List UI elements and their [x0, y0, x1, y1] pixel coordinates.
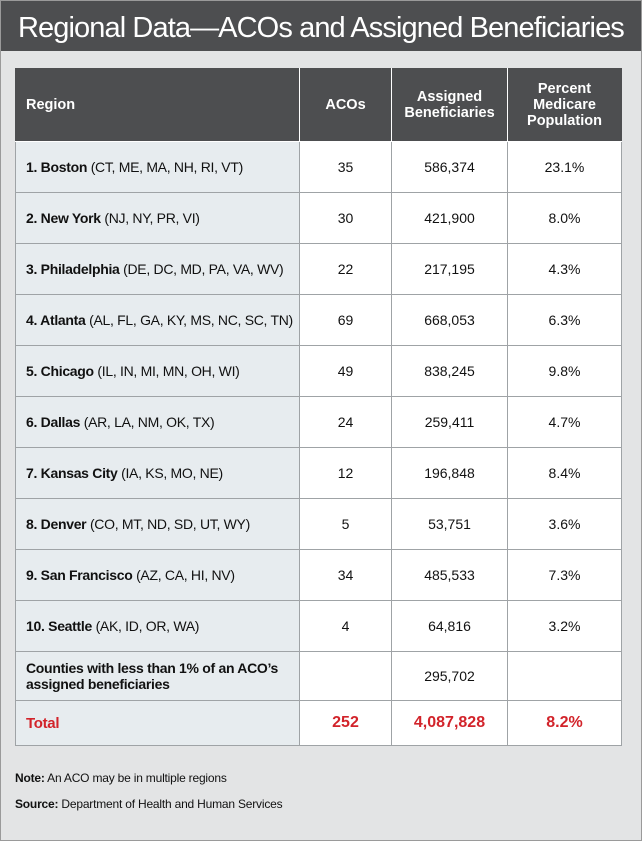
region-states: (AL, FL, GA, KY, MS, NC, SC, TN): [89, 312, 293, 328]
acos-cell: 24: [299, 396, 392, 448]
region-states: (IA, KS, MO, NE): [121, 465, 223, 481]
table-row: 6. Dallas (AR, LA, NM, OK, TX) 24 259,411 4…: [15, 396, 622, 448]
counties-percent: [507, 651, 622, 701]
note-line: Note: An ACO may be in multiple regions: [15, 771, 282, 797]
region-name: 2. New York: [26, 210, 101, 226]
acos-cell: 5: [299, 498, 392, 550]
percent-cell: 6.3%: [507, 294, 622, 346]
percent-cell: 8.4%: [507, 447, 622, 499]
table-row: 4. Atlanta (AL, FL, GA, KY, MS, NC, SC, …: [15, 294, 622, 346]
acos-cell: 22: [299, 243, 392, 295]
region-name: 7. Kansas City: [26, 465, 118, 481]
region-states: (NJ, NY, PR, VI): [104, 210, 200, 226]
region-cell: 1. Boston (CT, ME, MA, NH, RI, VT): [15, 141, 300, 193]
beneficiaries-cell: 485,533: [391, 549, 508, 601]
region-name: 8. Denver: [26, 516, 87, 532]
table-row: 1. Boston (CT, ME, MA, NH, RI, VT) 35 586,…: [15, 141, 622, 193]
note-text: An ACO may be in multiple regions: [47, 771, 227, 785]
total-label: Total: [15, 700, 300, 746]
beneficiaries-cell: 668,053: [391, 294, 508, 346]
total-acos: 252: [299, 700, 392, 746]
acos-cell: 34: [299, 549, 392, 601]
region-states: (IL, IN, MI, MN, OH, WI): [97, 363, 240, 379]
region-states: (DE, DC, MD, PA, VA, WV): [123, 261, 284, 277]
acos-cell: 30: [299, 192, 392, 244]
region-cell: 4. Atlanta (AL, FL, GA, KY, MS, NC, SC, …: [15, 294, 300, 346]
beneficiaries-cell: 421,900: [391, 192, 508, 244]
percent-cell: 23.1%: [507, 141, 622, 193]
table-row-total: Total 252 4,087,828 8.2%: [15, 700, 622, 746]
region-name: 1. Boston: [26, 159, 88, 175]
percent-cell: 4.7%: [507, 396, 622, 448]
acos-cell: 4: [299, 600, 392, 652]
region-states: (AR, LA, NM, OK, TX): [83, 414, 215, 430]
beneficiaries-cell: 196,848: [391, 447, 508, 499]
beneficiaries-cell: 64,816: [391, 600, 508, 652]
region-states: (AK, ID, OR, WA): [95, 618, 200, 634]
regional-data-table: Region ACOs Assigned Beneficiaries Perce…: [15, 68, 622, 746]
region-name: 9. San Francisco: [26, 567, 133, 583]
table-row: 2. New York (NJ, NY, PR, VI) 30 421,900 8.0…: [15, 192, 622, 244]
source-text: Department of Health and Human Services: [61, 797, 283, 811]
column-header-percent: Percent Medicare Population: [507, 68, 622, 142]
table-row: 5. Chicago (IL, IN, MI, MN, OH, WI) 49 838…: [15, 345, 622, 397]
region-name: 6. Dallas: [26, 414, 81, 430]
beneficiaries-cell: 217,195: [391, 243, 508, 295]
region-cell: 8. Denver (CO, MT, ND, SD, UT, WY): [15, 498, 300, 550]
region-cell: 7. Kansas City (IA, KS, MO, NE): [15, 447, 300, 499]
title-bar: Regional Data—ACOs and Assigned Benefici…: [1, 1, 641, 51]
region-states: (AZ, CA, HI, NV): [136, 567, 235, 583]
percent-cell: 3.2%: [507, 600, 622, 652]
region-name: 3. Philadelphia: [26, 261, 120, 277]
percent-cell: 3.6%: [507, 498, 622, 550]
region-states: (CO, MT, ND, SD, UT, WY): [89, 516, 250, 532]
table-row-counties: Counties with less than 1% of an ACO’s a…: [15, 651, 622, 701]
counties-label: Counties with less than 1% of an ACO’s a…: [15, 651, 300, 701]
total-percent: 8.2%: [507, 700, 622, 746]
region-states: (CT, ME, MA, NH, RI, VT): [90, 159, 244, 175]
table-row: 3. Philadelphia (DE, DC, MD, PA, VA, WV)…: [15, 243, 622, 295]
column-header-beneficiaries: Assigned Beneficiaries: [391, 68, 508, 142]
region-name: 10. Seattle: [26, 618, 92, 634]
acos-cell: 12: [299, 447, 392, 499]
region-cell: 6. Dallas (AR, LA, NM, OK, TX): [15, 396, 300, 448]
percent-cell: 9.8%: [507, 345, 622, 397]
table-row: 7. Kansas City (IA, KS, MO, NE) 12 196,848…: [15, 447, 622, 499]
note-label: Note:: [15, 771, 45, 785]
acos-cell: 69: [299, 294, 392, 346]
percent-cell: 7.3%: [507, 549, 622, 601]
beneficiaries-cell: 53,751: [391, 498, 508, 550]
region-cell: 9. San Francisco (AZ, CA, HI, NV): [15, 549, 300, 601]
beneficiaries-cell: 838,245: [391, 345, 508, 397]
percent-cell: 4.3%: [507, 243, 622, 295]
table-row: 8. Denver (CO, MT, ND, SD, UT, WY) 5 53,75…: [15, 498, 622, 550]
table-row: 10. Seattle (AK, ID, OR, WA) 4 64,816 3.2%: [15, 600, 622, 652]
column-header-acos: ACOs: [299, 68, 392, 142]
region-name: 4. Atlanta: [26, 312, 86, 328]
percent-cell: 8.0%: [507, 192, 622, 244]
acos-cell: 35: [299, 141, 392, 193]
region-name: 5. Chicago: [26, 363, 94, 379]
region-cell: 5. Chicago (IL, IN, MI, MN, OH, WI): [15, 345, 300, 397]
counties-acos: [299, 651, 392, 701]
source-line: Source: Department of Health and Human S…: [15, 797, 283, 823]
acos-cell: 49: [299, 345, 392, 397]
source-label: Source:: [15, 797, 59, 811]
counties-beneficiaries: 295,702: [391, 651, 508, 701]
footnotes: Note: An ACO may be in multiple regions …: [15, 771, 283, 823]
beneficiaries-cell: 586,374: [391, 141, 508, 193]
region-cell: 10. Seattle (AK, ID, OR, WA): [15, 600, 300, 652]
column-header-region: Region: [15, 68, 300, 142]
region-cell: 3. Philadelphia (DE, DC, MD, PA, VA, WV): [15, 243, 300, 295]
table-header-row: Region ACOs Assigned Beneficiaries Perce…: [15, 68, 622, 142]
page-title: Regional Data—ACOs and Assigned Benefici…: [18, 12, 625, 44]
beneficiaries-cell: 259,411: [391, 396, 508, 448]
table-row: 9. San Francisco (AZ, CA, HI, NV) 34 485,5…: [15, 549, 622, 601]
region-cell: 2. New York (NJ, NY, PR, VI): [15, 192, 300, 244]
total-beneficiaries: 4,087,828: [391, 700, 508, 746]
